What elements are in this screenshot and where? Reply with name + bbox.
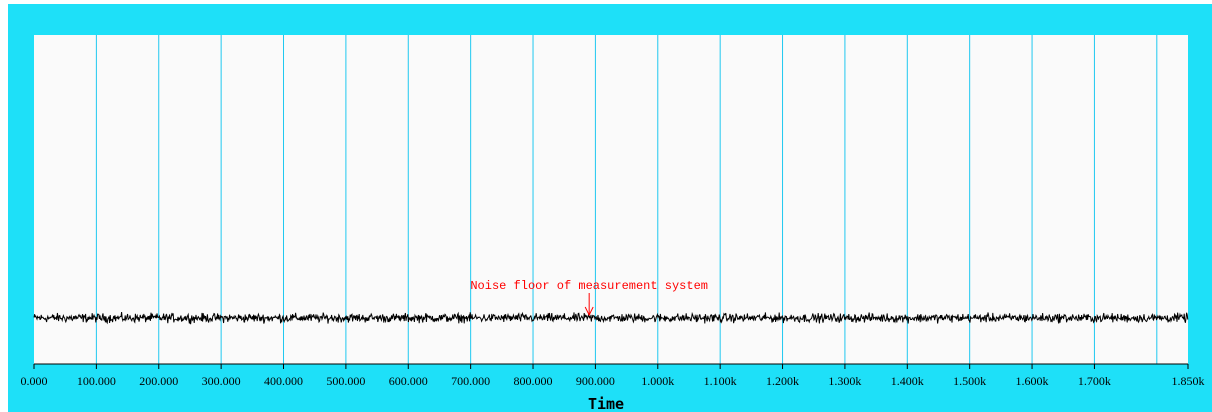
x-tick-label: 1.850k [1172,374,1205,388]
x-tick-label: 400.000 [264,374,303,388]
annotation-label: Noise floor of measurement system [470,279,708,293]
grid-lines [95,35,1158,364]
x-axis: 0.000 100.000 200.000 300.000 400.000 500.000… [21,363,1205,388]
x-tick-label: 0.000 [21,374,48,388]
x-tick-label: 1.000k [641,374,674,388]
plot-area [34,35,1188,364]
x-tick-label: 300.000 [202,374,241,388]
x-axis-title: Time [588,395,624,412]
annotation-layer: Noise floor of measurement system [470,279,708,317]
x-tick-label: 100.000 [77,374,116,388]
x-tick-label: 1.500k [953,374,986,388]
x-tick-label: 900.000 [576,374,615,388]
noise-trace [33,311,1189,325]
x-tick-label: 700.000 [451,374,490,388]
x-tick-label: 800.000 [514,374,553,388]
x-tick-label: 1.300k [828,374,861,388]
x-tick-label: 1.700k [1078,374,1111,388]
x-tick-label: 1.100k [704,374,737,388]
x-tick-label: 500.000 [326,374,365,388]
x-tick-label: 200.000 [139,374,178,388]
x-tick-label: 1.600k [1016,374,1049,388]
x-tick-label: 600.000 [389,374,428,388]
series-layer [33,311,1189,325]
x-tick-label: 1.400k [891,374,924,388]
x-tick-label: 1.200k [766,374,799,388]
annotation-arrow-head [584,306,594,317]
